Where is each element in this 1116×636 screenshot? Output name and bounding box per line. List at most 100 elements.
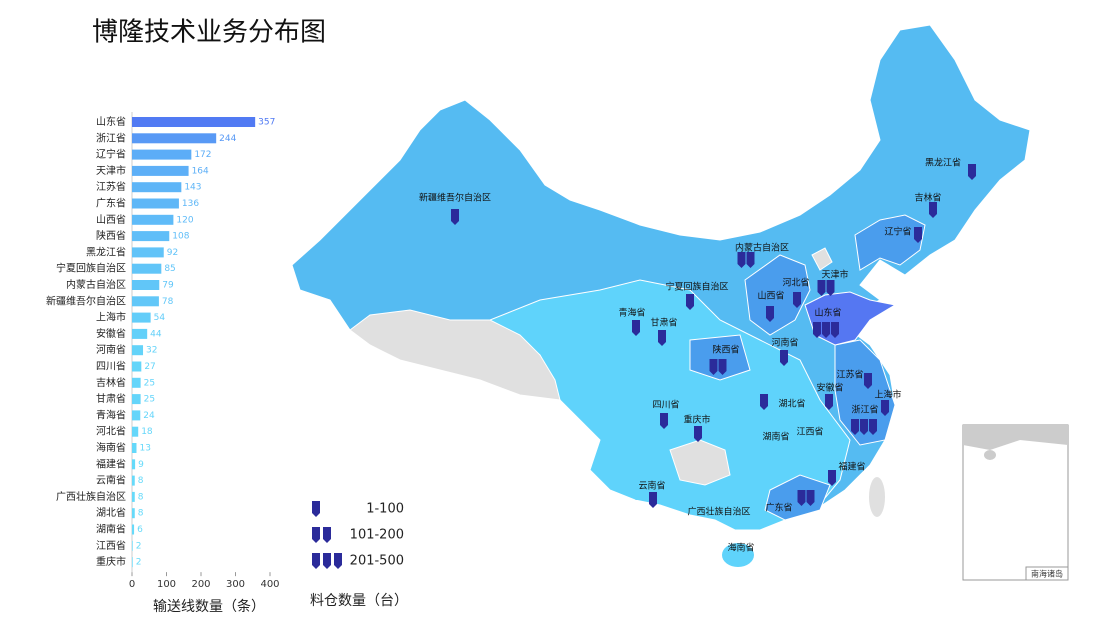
pin (968, 164, 976, 180)
category-label: 新疆维吾尔自治区 (46, 294, 126, 307)
region-label: 辽宁省 (884, 226, 911, 238)
region-label: 新疆维吾尔自治区 (419, 192, 491, 204)
category-label: 江苏省 (96, 180, 126, 193)
value-label: 44 (150, 329, 162, 339)
pin (793, 292, 801, 308)
pin (632, 320, 640, 336)
region-label: 河北省 (782, 277, 809, 289)
title: 博隆技术业务分布图 (92, 18, 326, 48)
legend-pin (312, 527, 320, 543)
value-label: 25 (144, 378, 155, 388)
value-label: 108 (172, 232, 189, 242)
region-label: 上海市 (874, 389, 901, 401)
value-label: 8 (138, 476, 144, 486)
value-label: 32 (146, 346, 157, 356)
value-label: 79 (162, 281, 174, 291)
region-label: 广西壮族自治区 (687, 506, 750, 518)
category-label: 四川省 (96, 360, 126, 373)
pin (860, 419, 868, 435)
bar (132, 133, 217, 144)
pin (797, 490, 806, 506)
pin (822, 322, 830, 338)
pin (649, 492, 657, 508)
bar (132, 149, 192, 160)
map-base (291, 24, 1069, 581)
region-label: 天津市 (821, 269, 848, 281)
value-label: 143 (184, 183, 201, 193)
category-label: 河南省 (96, 343, 126, 356)
legend-label: 201-500 (350, 554, 404, 569)
legend-pin (323, 527, 331, 543)
bar (132, 263, 162, 274)
value-label: 78 (162, 297, 174, 307)
legend-pin (334, 553, 342, 569)
category-label: 福建省 (96, 457, 126, 470)
pin (881, 400, 889, 416)
region-label: 山东省 (814, 307, 841, 319)
region-label: 重庆市 (683, 414, 710, 426)
value-label: 8 (138, 509, 144, 519)
value-label: 54 (154, 313, 166, 323)
x-tick-label: 200 (191, 579, 210, 590)
bar (132, 247, 164, 258)
region-label: 福建省 (838, 461, 865, 473)
category-label: 内蒙古自治区 (66, 278, 126, 291)
pin (737, 252, 746, 268)
region-label: 黑龙江省 (925, 157, 961, 169)
region-label: 云南省 (638, 480, 665, 492)
category-label: 青海省 (96, 408, 126, 421)
region-label: 吉林省 (914, 192, 941, 204)
bar (132, 231, 170, 242)
bar (132, 280, 160, 290)
bar (132, 475, 135, 486)
value-label: 13 (139, 444, 150, 454)
category-label: 湖北省 (96, 506, 126, 519)
category-label: 黑龙江省 (86, 245, 126, 258)
pin (660, 413, 668, 429)
region-label: 安徽省 (816, 382, 843, 394)
category-label: 河北省 (96, 425, 126, 438)
category-label: 广西壮族自治区 (56, 490, 126, 503)
bar (132, 491, 135, 502)
category-label: 浙江省 (96, 131, 126, 144)
bar (132, 328, 148, 339)
bar (132, 312, 151, 323)
pin (929, 202, 937, 218)
bar (132, 443, 137, 453)
pin (831, 322, 839, 338)
pin (709, 359, 718, 375)
value-label: 9 (138, 460, 144, 470)
pin (746, 252, 755, 268)
region-label: 青海省 (618, 307, 645, 319)
region-label: 甘肃省 (650, 317, 677, 329)
pin (826, 280, 835, 296)
pin (828, 470, 836, 486)
region-label: 宁夏回族自治区 (665, 281, 728, 293)
value-label: 8 (138, 492, 144, 502)
value-label: 357 (258, 118, 275, 128)
pin (825, 394, 833, 410)
region-label: 内蒙古自治区 (735, 242, 789, 254)
value-label: 24 (143, 411, 155, 421)
bar (132, 296, 159, 307)
bar (132, 361, 142, 372)
region-label: 海南省 (727, 542, 754, 554)
value-label: 2 (136, 558, 142, 568)
pin (451, 209, 459, 225)
pin (914, 227, 922, 243)
category-label: 辽宁省 (96, 148, 126, 161)
pin (694, 426, 702, 442)
x-tick-label: 0 (129, 579, 135, 590)
category-label: 海南省 (96, 441, 126, 454)
legend-pin (323, 553, 331, 569)
category-label: 重庆市 (96, 555, 126, 568)
region-label: 浙江省 (851, 404, 878, 416)
legend-pin (312, 501, 320, 517)
x-tick-label: 400 (260, 579, 279, 590)
bar (132, 117, 256, 127)
pin (869, 419, 877, 435)
pin (806, 490, 815, 506)
region-label: 河南省 (771, 337, 798, 349)
inset-label: 南海诸岛 (1031, 569, 1063, 579)
